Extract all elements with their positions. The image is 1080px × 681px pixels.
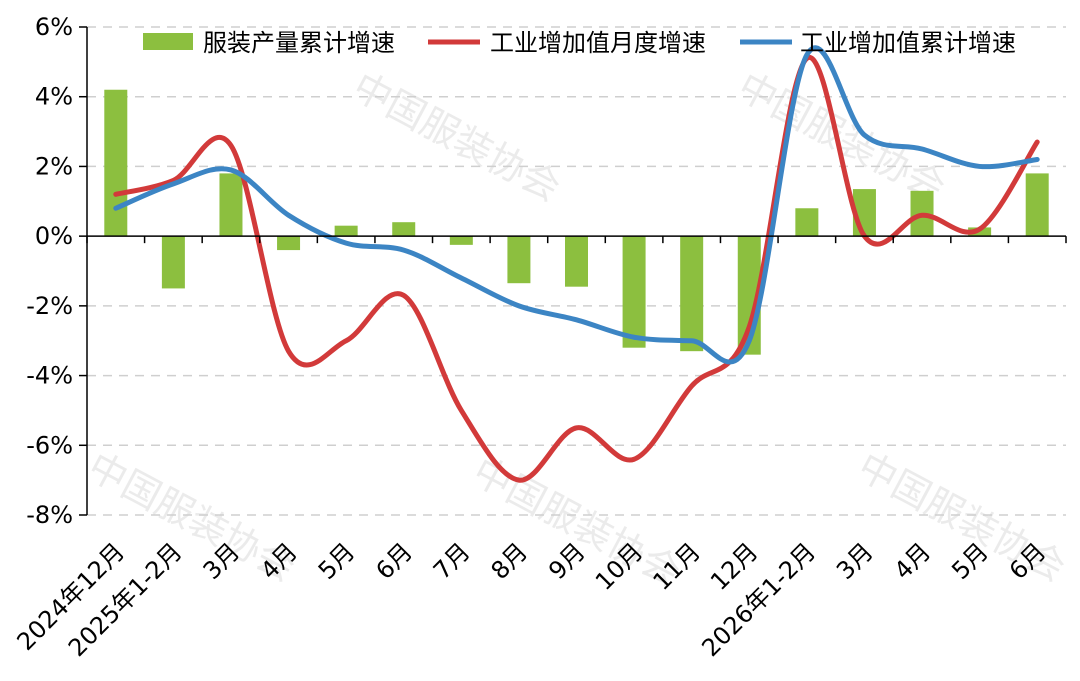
x-tick-label: 7月	[428, 537, 476, 585]
legend-label: 工业增加值月度增速	[490, 29, 706, 57]
x-tick-label: 4月	[889, 537, 937, 585]
y-tick-label: -4%	[26, 362, 73, 390]
bar	[104, 89, 128, 237]
x-tick-label: 6月	[370, 537, 418, 585]
line-monthly-growth	[113, 55, 1040, 483]
y-tick-label: 0%	[35, 222, 73, 250]
bar-series	[104, 89, 1049, 355]
x-tick-label: 5月	[313, 537, 361, 585]
y-tick-label: 2%	[35, 152, 73, 180]
legend-swatch	[143, 33, 193, 50]
line-series	[113, 45, 1040, 483]
bar	[507, 236, 531, 284]
bar	[1025, 173, 1049, 237]
y-tick-label: -2%	[26, 292, 73, 320]
y-tick-label: -8%	[26, 501, 73, 529]
bar	[161, 236, 185, 289]
bar	[219, 173, 243, 237]
y-tick-label: 6%	[35, 13, 73, 41]
bar	[795, 208, 819, 237]
x-tick-label: 3月	[831, 537, 879, 585]
bar	[449, 236, 473, 245]
legend-label: 工业增加值累计增速	[800, 29, 1016, 57]
bar	[277, 236, 301, 251]
bar	[565, 236, 588, 287]
bar	[392, 222, 416, 237]
bar	[334, 225, 358, 237]
watermark-text: 中国服装协会	[346, 64, 568, 210]
legend-label: 服装产量累计增速	[203, 29, 395, 57]
bar	[680, 236, 704, 352]
legend: 服装产量累计增速 工业增加值月度增速 工业增加值累计增速	[143, 29, 1016, 57]
x-tick-label: 8月	[486, 537, 534, 585]
bar	[622, 236, 646, 348]
y-tick-label: 4%	[35, 83, 73, 111]
line-cumulative-growth	[113, 45, 1040, 365]
grid-layer	[87, 26, 1066, 516]
y-tick-label: -6%	[26, 431, 73, 459]
